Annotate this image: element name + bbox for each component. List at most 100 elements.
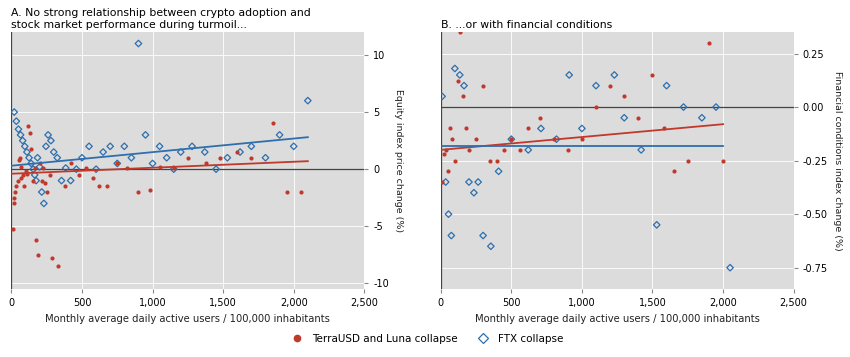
Point [185,144,199,149]
Point [492,169,506,174]
Point [8,189,22,195]
Point [153,144,167,149]
Point [563,72,576,78]
Point [104,144,117,149]
Text: B. ...or with financial conditions: B. ...or with financial conditions [441,20,612,30]
Point [442,211,456,217]
Point [20,149,34,155]
Point [435,179,449,185]
Point [19,169,32,174]
Point [723,265,737,271]
Point [153,164,167,170]
Point [16,172,30,178]
Legend: TerraUSD and Luna collapse, FTX collapse: TerraUSD and Luna collapse, FTX collapse [282,330,568,348]
Point [233,149,246,155]
Point [457,83,471,89]
Point [35,189,48,195]
Y-axis label: Financial conditions index change (%): Financial conditions index change (%) [833,71,842,251]
X-axis label: Monthly average daily active users / 100,000 inhabitants: Monthly average daily active users / 100… [45,314,331,324]
Point [89,166,103,172]
Point [9,183,23,189]
Point [462,147,476,153]
Point [26,178,40,183]
Point [550,136,564,142]
Point [437,151,451,157]
Point [476,233,490,238]
Point [70,166,83,172]
Point [29,178,42,183]
Point [64,161,77,166]
Text: A. No strong relationship between crypto adoption and
stock market performance d: A. No strong relationship between crypto… [11,8,311,30]
Point [82,144,96,149]
Point [39,144,53,149]
Point [125,155,139,161]
Point [25,161,38,166]
Point [59,183,72,189]
Point [702,40,716,46]
Point [513,147,527,153]
Point [92,183,105,189]
Y-axis label: Equity index price change (%): Equity index price change (%) [394,89,403,232]
Point [167,166,180,172]
Point [468,190,481,196]
Point [31,155,44,161]
Point [87,175,100,181]
Point [6,18,20,24]
Point [26,166,40,172]
Point [589,83,603,89]
Point [46,255,60,261]
Point [96,149,110,155]
Point [660,83,673,89]
Point [456,94,470,99]
Point [28,172,42,178]
Point [266,121,280,126]
Point [220,155,234,161]
Point [717,158,730,164]
X-axis label: Monthly average daily active users / 100,000 inhabitants: Monthly average daily active users / 100… [475,314,760,324]
Point [20,171,34,177]
Point [8,109,21,115]
Point [280,189,293,195]
Point [287,144,301,149]
Point [145,161,159,166]
Point [37,165,50,171]
Point [632,115,645,121]
Point [22,155,36,161]
Point [72,172,86,178]
Point [44,138,58,144]
Point [453,72,467,78]
Point [505,136,518,142]
Point [490,158,504,164]
Point [64,178,77,183]
Point [533,115,547,121]
Point [167,165,180,171]
Point [667,169,681,174]
Point [100,183,114,189]
Point [14,175,28,181]
Point [14,164,27,170]
Point [650,222,664,228]
Point [23,130,37,135]
Point [604,83,617,89]
Point [435,94,449,99]
Point [28,165,42,171]
Point [294,189,308,195]
Point [454,29,468,35]
Point [445,136,459,142]
Point [132,41,145,46]
Point [117,144,131,149]
Point [110,161,124,166]
Point [245,144,258,149]
Point [11,178,25,183]
Point [646,72,660,78]
Point [181,155,195,161]
Point [469,136,483,142]
Point [445,233,458,238]
Point [681,158,694,164]
Point [521,147,535,153]
Point [18,144,31,149]
Point [200,161,213,166]
Point [37,201,51,206]
Point [213,155,227,161]
Point [54,178,68,183]
